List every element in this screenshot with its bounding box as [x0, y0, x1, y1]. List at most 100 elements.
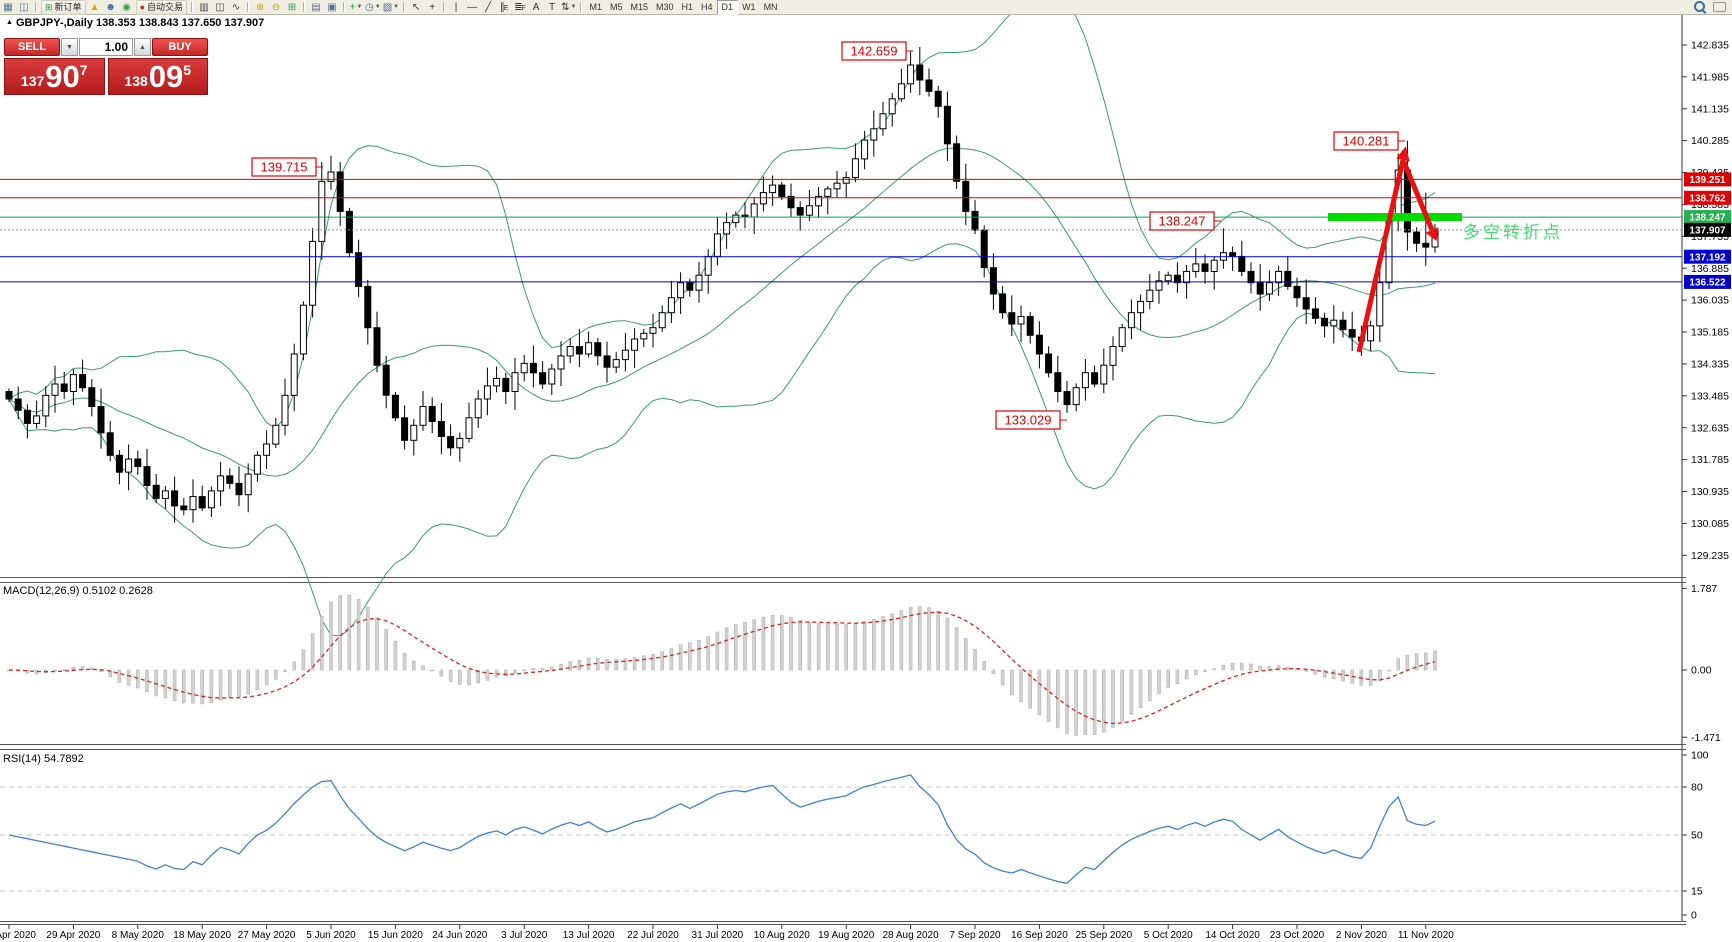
timeframe-m30[interactable]: M30 [656, 1, 674, 12]
template-icon[interactable]: ▧ ▼ [382, 1, 400, 13]
svg-text:24 Jun 2020: 24 Jun 2020 [432, 930, 487, 941]
sell-button[interactable]: SELL [4, 38, 60, 56]
zoom-in-icon[interactable]: ⊕ [255, 1, 265, 13]
svg-text:15 Jun 2020: 15 Jun 2020 [368, 930, 423, 941]
rsi-panel-plot[interactable] [0, 750, 1682, 922]
date-axis[interactable]: 20 Apr 2020 29 Apr 2020 8 May 2020 18 May 2… [0, 925, 1454, 941]
svg-text:80: 80 [1691, 782, 1703, 794]
crosshair-icon[interactable]: + [429, 1, 436, 13]
ask-pips: 09 [148, 59, 184, 94]
volume-decrease-button[interactable]: ▼ [61, 38, 78, 56]
toolbar-separator [191, 2, 194, 12]
svg-text:133.029: 133.029 [1005, 413, 1052, 428]
svg-text:139.715: 139.715 [261, 160, 308, 175]
timeframe-w1[interactable]: W1 [742, 1, 756, 12]
rsi-label: RSI(14) 54.7892 [3, 753, 84, 765]
price-callouts[interactable]: 142.659 139.715 140.281 138.247 133.029 [251, 41, 1405, 430]
chart-profiles-icon[interactable]: ◫ [19, 1, 29, 13]
candlestick-chart-icon[interactable]: ◫ [215, 1, 225, 13]
text-label-icon[interactable]: T [549, 1, 556, 13]
timeframe-m5[interactable]: M5 [609, 1, 623, 12]
svg-text:100: 100 [1691, 750, 1709, 762]
svg-text:134.335: 134.335 [1691, 359, 1729, 371]
toolbar-separator [343, 2, 346, 12]
new-chart-icon[interactable]: ▦ [3, 1, 13, 13]
volume-input[interactable]: 1.00 [79, 38, 133, 56]
svg-text:130.085: 130.085 [1691, 518, 1729, 530]
ask-price-tile[interactable]: 138 09 5 [107, 58, 208, 95]
svg-text:0.00: 0.00 [1691, 665, 1712, 677]
toolbar: ▦ ◫ ⊞ 新订单 ▲ ☻ ◉ ● 自动交易 ▥ ◫ ∿ ⊕ ⊖ ⊞ ▤ ▣ + ▼ ◷ ▼ ▧ ▼ ↖ + | — ╱ ∥ E ≣ F A T ⇅… [0, 0, 1732, 15]
horizontal-line-icon[interactable]: — [467, 1, 478, 13]
svg-text:16 Sep 2020: 16 Sep 2020 [1011, 930, 1068, 941]
svg-text:137.192: 137.192 [1689, 252, 1726, 263]
cn-annotation-text[interactable]: 多空转折点 [1463, 223, 1563, 242]
zoom-out-icon[interactable]: ⊖ [271, 1, 281, 13]
svg-text:129.235: 129.235 [1691, 550, 1729, 562]
svg-text:29 Apr 2020: 29 Apr 2020 [46, 930, 100, 941]
buy-button[interactable]: BUY [152, 38, 208, 56]
svg-text:136.885: 136.885 [1691, 263, 1729, 275]
ask-big-figure: 138 [124, 73, 148, 89]
svg-text:138.247: 138.247 [1159, 214, 1206, 229]
add-indicator-icon[interactable]: + ▼ [349, 1, 363, 13]
navigator-icon[interactable]: ☻ [105, 1, 116, 13]
toolbar-separator [443, 2, 446, 12]
search-icon[interactable] [1694, 1, 1705, 12]
bar-chart-icon[interactable]: ▥ [199, 1, 209, 13]
svg-text:19 Aug 2020: 19 Aug 2020 [818, 930, 875, 941]
signals-icon[interactable]: ◉ [122, 1, 131, 13]
ask-pipette: 5 [183, 62, 192, 78]
timeframe-h1[interactable]: H1 [681, 1, 694, 12]
one-click-trading-panel: SELL ▼ 1.00 ▲ BUY 137 90 7 138 09 5 [4, 38, 208, 95]
symbol-ohlc-label: ▲ GBPJPY-,Daily 138.353 138.843 137.650 1… [6, 17, 265, 29]
timeframe-mn[interactable]: MN [763, 1, 778, 12]
market-watch-icon[interactable]: ▲ [89, 1, 100, 13]
arrows-icon[interactable]: ⇅ ▼ [561, 1, 577, 13]
support-highlight-bar[interactable] [1328, 213, 1462, 221]
autotrading-button[interactable]: ● 自动交易 [135, 0, 188, 15]
strategy-tester-icon[interactable]: ▤ [311, 1, 321, 13]
svg-text:135.185: 135.185 [1691, 327, 1729, 339]
data-window-icon[interactable]: ▣ [327, 1, 337, 13]
new-order-button-icon: ⊞ [45, 1, 53, 12]
bollinger-middle [8, 147, 1436, 477]
fibonacci-retracement-icon[interactable]: ≣ F [514, 1, 526, 13]
timeframe-h4[interactable]: H4 [701, 1, 713, 12]
chat-icon[interactable] [1713, 1, 1726, 12]
svg-text:132.635: 132.635 [1691, 422, 1729, 434]
svg-text:137.907: 137.907 [1689, 226, 1726, 237]
timeframe-m15[interactable]: M15 [630, 1, 648, 12]
bollinger-bands [8, 0, 1436, 637]
trendline-icon[interactable]: ╱ [485, 1, 492, 13]
svg-text:-1.471: -1.471 [1691, 732, 1721, 744]
svg-text:138.247: 138.247 [1689, 213, 1726, 224]
svg-text:139.251: 139.251 [1689, 175, 1726, 186]
timeframe-d1[interactable]: D1 [716, 0, 739, 15]
macd-panel-plot[interactable] [0, 583, 1682, 745]
text-icon[interactable]: A [532, 1, 540, 13]
volume-increase-button[interactable]: ▲ [134, 38, 151, 56]
svg-text:14 Oct 2020: 14 Oct 2020 [1205, 930, 1260, 941]
svg-text:136.035: 136.035 [1691, 295, 1729, 307]
svg-text:8 May 2020: 8 May 2020 [112, 930, 165, 941]
trend-arrow[interactable] [1356, 146, 1439, 353]
svg-text:141.985: 141.985 [1691, 71, 1729, 83]
vertical-line-icon[interactable]: | [454, 1, 458, 13]
equidistant-channel-icon[interactable]: ∥ E [499, 1, 509, 13]
cursor-icon[interactable]: ↖ [411, 1, 421, 13]
bid-price-tile[interactable]: 137 90 7 [4, 58, 105, 95]
svg-text:142.659: 142.659 [851, 44, 898, 59]
svg-text:133.485: 133.485 [1691, 390, 1729, 402]
tile-windows-icon[interactable]: ⊞ [287, 1, 297, 13]
line-chart-icon[interactable]: ∿ [231, 1, 241, 13]
svg-text:0: 0 [1691, 910, 1697, 922]
svg-text:28 Aug 2020: 28 Aug 2020 [883, 930, 940, 941]
svg-text:142.835: 142.835 [1691, 40, 1729, 52]
new-order-button[interactable]: ⊞ 新订单 [41, 0, 86, 15]
timeframe-m1[interactable]: M1 [589, 1, 602, 12]
main-chart-plot[interactable] [0, 14, 1682, 578]
period-icon[interactable]: ◷ ▼ [365, 1, 381, 13]
macd-signal-line [8, 611, 1436, 725]
